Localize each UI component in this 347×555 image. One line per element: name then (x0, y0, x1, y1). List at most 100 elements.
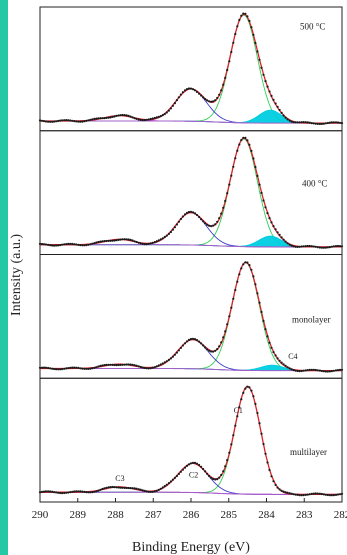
data-point (155, 116, 158, 119)
data-point (248, 264, 251, 267)
data-point (246, 139, 249, 142)
x-tick-label: 289 (70, 509, 87, 521)
panels-layer: 500 °C 400 °C monolayer C4 multilayer C1 C2 C3 (38, 6, 344, 503)
data-point (59, 491, 62, 495)
data-point (244, 136, 247, 139)
data-point (210, 225, 213, 228)
data-point (81, 244, 84, 247)
data-point (133, 487, 136, 490)
data-point (95, 117, 98, 120)
data-point (161, 486, 164, 489)
data-point (226, 192, 229, 195)
data-point (103, 364, 106, 367)
data-point (226, 68, 229, 72)
data-point (151, 117, 154, 120)
data-point (143, 119, 146, 122)
data-point (163, 112, 166, 116)
data-point (51, 490, 54, 493)
data-point (248, 143, 251, 146)
data-point (119, 114, 122, 117)
data-point (89, 243, 92, 246)
data-point (53, 244, 56, 247)
data-point (173, 226, 176, 229)
data-point (95, 490, 98, 493)
data-point (121, 113, 124, 117)
data-point (296, 493, 299, 496)
data-point (278, 233, 281, 236)
data-point (320, 122, 323, 125)
data-point (143, 489, 146, 492)
data-point (91, 118, 94, 121)
data-point (264, 80, 267, 83)
data-point (304, 245, 307, 248)
data-point (306, 369, 309, 372)
data-point (151, 490, 154, 493)
data-point (250, 26, 253, 29)
data-point (222, 470, 225, 473)
data-point (280, 361, 283, 364)
data-point (304, 493, 307, 496)
data-point (278, 108, 281, 112)
data-point (57, 491, 60, 494)
data-point (294, 245, 297, 248)
data-point (79, 367, 82, 370)
data-point (252, 395, 255, 398)
data-point (135, 487, 138, 490)
data-point (93, 242, 96, 245)
data-point (292, 369, 295, 372)
data-point (159, 487, 162, 490)
data-point (75, 120, 78, 123)
data-point (232, 434, 235, 437)
data-point (326, 493, 329, 497)
data-point (49, 490, 52, 493)
data-point (113, 115, 116, 118)
peak-c2 (40, 212, 342, 248)
data-point (181, 215, 184, 218)
data-point (153, 116, 156, 120)
data-point (189, 210, 193, 213)
data-point (143, 366, 146, 370)
data-point (105, 363, 108, 366)
data-point (258, 301, 261, 304)
x-tick-label: 286 (183, 509, 200, 521)
data-point (183, 466, 187, 469)
fit-envelope (40, 13, 342, 124)
data-point (107, 239, 110, 242)
data-point (262, 442, 265, 446)
data-point (117, 363, 120, 367)
data-point (109, 239, 112, 242)
data-point (234, 424, 237, 427)
data-point (298, 370, 301, 373)
data-point (242, 391, 245, 394)
data-point (252, 157, 255, 160)
data-point (169, 357, 172, 360)
data-point (159, 115, 162, 118)
data-point (330, 494, 333, 497)
data-point (260, 66, 263, 69)
data-point (167, 109, 170, 112)
data-point (334, 369, 338, 372)
data-point (280, 111, 283, 114)
data-point (214, 99, 217, 102)
data-point (318, 369, 321, 372)
data-point (165, 234, 168, 237)
data-point (47, 243, 50, 246)
data-point (141, 366, 144, 369)
data-point (47, 120, 50, 123)
data-point (290, 368, 293, 371)
data-point (185, 88, 189, 91)
data-point (79, 244, 82, 247)
data-point (238, 273, 241, 276)
data-point (149, 117, 152, 121)
data-point (240, 267, 243, 270)
data-point (246, 385, 249, 388)
data-point (129, 363, 132, 366)
data-point (312, 122, 315, 125)
data-point (107, 486, 110, 489)
data-point (256, 292, 259, 295)
data-point (155, 489, 158, 492)
data-point (115, 239, 118, 242)
data-point (42, 490, 46, 493)
data-point (314, 492, 317, 495)
data-point (230, 50, 233, 54)
